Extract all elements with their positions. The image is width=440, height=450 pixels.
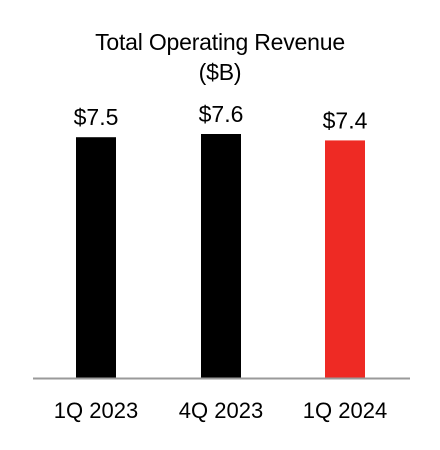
data-label: $7.4 (323, 107, 368, 133)
bar-1q-2024 (325, 140, 365, 378)
chart-title: Total Operating Revenue (95, 29, 345, 55)
x-tick-label: 1Q 2024 (303, 398, 387, 423)
data-label: $7.5 (74, 104, 119, 130)
chart-subtitle: ($B) (198, 59, 242, 85)
x-tick-label: 4Q 2023 (179, 398, 263, 423)
data-label: $7.6 (199, 101, 244, 127)
bar-4q-2023 (201, 134, 241, 378)
x-tick-label: 1Q 2023 (54, 398, 138, 423)
bar-1q-2023 (76, 137, 116, 378)
